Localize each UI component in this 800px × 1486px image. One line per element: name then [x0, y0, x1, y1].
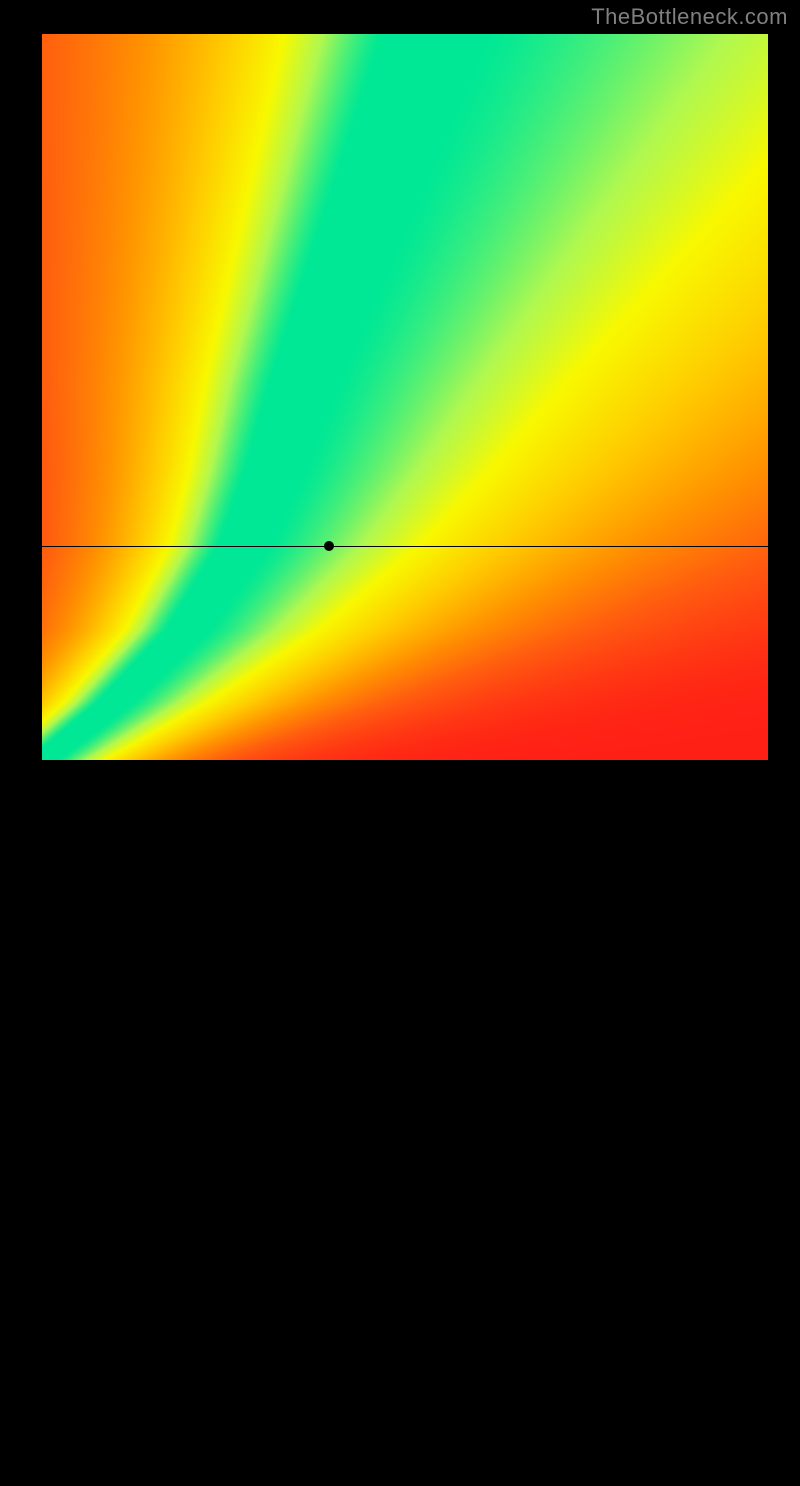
intersection-marker — [324, 541, 334, 551]
bottleneck-heatmap — [42, 34, 768, 760]
crosshair-vertical — [329, 760, 330, 1486]
crosshair-horizontal — [42, 546, 768, 547]
heatmap-canvas — [42, 34, 768, 760]
attribution-text: TheBottleneck.com — [591, 4, 788, 30]
